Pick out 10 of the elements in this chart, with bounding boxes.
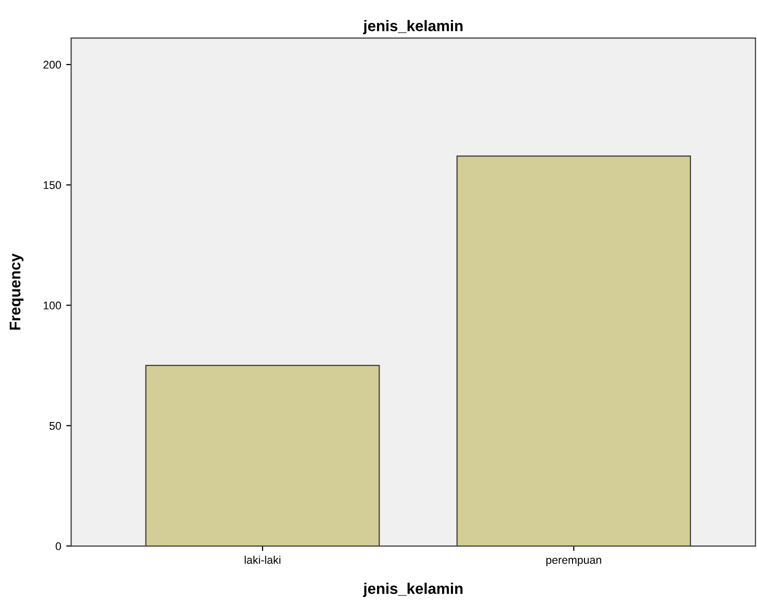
- x-tick-label: laki-laki: [244, 556, 280, 564]
- y-axis-title: Frequency: [10, 253, 24, 330]
- y-tick-label: 150: [44, 181, 62, 190]
- y-tick-label: 50: [50, 422, 61, 430]
- y-tick-label: 100: [44, 302, 62, 310]
- x-axis-title: jenis_kelamin: [362, 582, 462, 598]
- y-tick-label: 0: [56, 542, 61, 550]
- chart-title: jenis_kelamin: [362, 20, 462, 34]
- y-tick-label: 200: [43, 60, 62, 69]
- x-tick-label: perempuan: [546, 558, 602, 566]
